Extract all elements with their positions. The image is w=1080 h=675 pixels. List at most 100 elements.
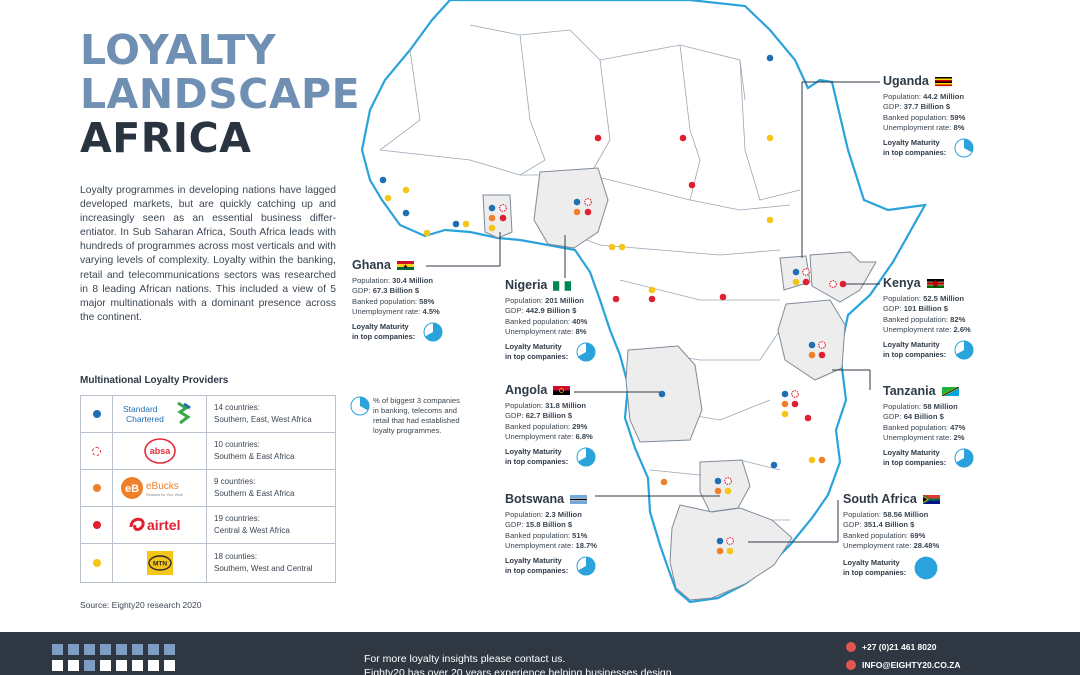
country-botswana: Botswana Population: 2.3 Million GDP: 15… [505, 492, 598, 576]
gdp-value: 37.7 Billion $ [903, 102, 951, 112]
gdp-value: 67.3 Billion $ [372, 286, 420, 296]
gdp-value: 62.7 Billion $ [525, 411, 573, 421]
provider-countries: 19 countries: [214, 514, 260, 523]
tanzania-shape [777, 299, 846, 381]
maturity-pie [423, 322, 443, 342]
source-note: Source: Eighty20 research 2020 [80, 600, 202, 610]
airtel-logo: airtel [113, 507, 207, 543]
dot-absa [818, 341, 826, 349]
mtn-logo-text: MTN [152, 561, 166, 568]
standard-chartered-logo: Standard Chartered [113, 396, 207, 432]
country-name: Kenya [883, 276, 921, 290]
absa-logo-text: absa [149, 446, 171, 456]
dot-airtel [791, 400, 799, 408]
unemployment-value: 2.6% [953, 325, 971, 335]
ghana-shape [482, 194, 513, 239]
email-icon [846, 660, 856, 670]
phone-link[interactable]: +27 (0)21 461 8020 [862, 642, 937, 652]
country-uganda: Uganda Population: 44.2 Million GDP: 37.… [883, 74, 974, 158]
dot-airtel [612, 295, 620, 303]
dot-mtn [402, 186, 410, 194]
provider-regions: Southern & East Africa [214, 489, 295, 498]
provider-countries: 9 countries: [214, 477, 256, 486]
gdp-value: 351.4 Billion $ [863, 520, 915, 530]
maturity-pie [954, 138, 974, 158]
population-value: 58.56 Million [883, 510, 929, 519]
dot-mtn [423, 229, 431, 237]
dot-standard-chartered [770, 461, 778, 469]
country-nigeria: Nigeria Population: 201 Million GDP: 442… [505, 278, 596, 362]
mtn-logo: MTN [113, 544, 207, 582]
title-line-2: LANDSCAPE [80, 70, 361, 118]
gdp-value: 64 Billion $ [903, 412, 944, 422]
dot-airtel [802, 278, 810, 286]
unemployment-value: 8% [953, 123, 965, 133]
provider-row-airtel: airtel 19 countries: Central & West Afri… [81, 507, 335, 544]
dot-absa [724, 477, 732, 485]
dot-mtn [808, 456, 816, 464]
phone-icon [846, 642, 856, 652]
country-name: Angola [505, 383, 548, 397]
south-africa-shape [669, 504, 793, 601]
footer-contact: +27 (0)21 461 8020 INFO@EIGHTY20.CO.ZA [846, 642, 961, 675]
page-title: LOYALTY LANDSCAPE AFRICA [80, 28, 360, 160]
dot-ebucks [660, 478, 668, 486]
dot-mtn [724, 487, 732, 495]
unemployment-value: 4.5% [422, 307, 440, 317]
nigeria-shape [533, 167, 609, 249]
dot-mtn [608, 243, 616, 251]
kenya-flag-icon [926, 279, 944, 288]
dot-standard-chartered [402, 209, 410, 217]
dot-standard-chartered [792, 268, 800, 276]
dot-mtn [384, 194, 392, 202]
kenya-shape [809, 251, 877, 303]
dot-standard-chartered [379, 176, 387, 184]
sc-logo-line1: Standard [123, 404, 158, 414]
ebucks-logo-text: eBucks [146, 481, 179, 492]
dot-standard-chartered [766, 54, 774, 62]
ebucks-logo-sub: Rewards for Your Work [146, 493, 183, 497]
banked-value: 82% [950, 314, 966, 324]
country-south-africa: South Africa Population: 58.56 Million G… [843, 492, 940, 580]
maturity-pie [576, 556, 596, 576]
country-name: Nigeria [505, 278, 548, 292]
dot-absa [584, 198, 592, 206]
population-value: 2.3 Million [545, 510, 582, 519]
maturity-pie [576, 342, 596, 362]
dot-mtn [781, 410, 789, 418]
south-africa-flag-icon [922, 495, 940, 504]
dot-mtn [726, 547, 734, 555]
population-value: 44.2 Million [923, 92, 965, 101]
country-angola: Angola Population: 31.8 Million GDP: 62.… [505, 383, 596, 467]
country-name: Tanzania [883, 384, 936, 398]
dot-ebucks [573, 208, 581, 216]
country-name: South Africa [843, 492, 917, 506]
legend-pie-icon [350, 396, 370, 416]
dot-ebucks [488, 214, 496, 222]
country-name: Botswana [505, 492, 565, 506]
angola-shape [625, 345, 703, 443]
dot-absa [829, 280, 837, 288]
country-name: Ghana [352, 258, 391, 272]
dot-mtn [648, 286, 656, 294]
dot-ebucks [714, 487, 722, 495]
uganda-shape [779, 255, 811, 291]
provider-countries: 10 countries: [214, 440, 260, 449]
provider-dots [379, 54, 847, 555]
population-value: 31.8 Million [545, 401, 587, 410]
country-kenya: Kenya Population: 52.5 Million GDP: 101 … [883, 276, 974, 360]
dot-standard-chartered [781, 390, 789, 398]
provider-row-mtn: MTN 18 counties: Southern, West and Cent… [81, 544, 335, 582]
dot-ebucks [716, 547, 724, 555]
ebucks-dot [92, 484, 101, 492]
population-value: 52.5 Million [923, 294, 965, 303]
footer-line-1: For more loyalty insights please contact… [364, 653, 566, 665]
eighty20-logo [52, 644, 175, 671]
email-link[interactable]: INFO@EIGHTY20.CO.ZA [862, 660, 961, 670]
gdp-value: 101 Billion $ [903, 304, 949, 314]
dot-standard-chartered [573, 198, 581, 206]
dot-airtel [818, 351, 826, 359]
dot-mtn [766, 216, 774, 224]
dot-mtn [766, 134, 774, 142]
botswana-flag-icon [570, 495, 588, 504]
